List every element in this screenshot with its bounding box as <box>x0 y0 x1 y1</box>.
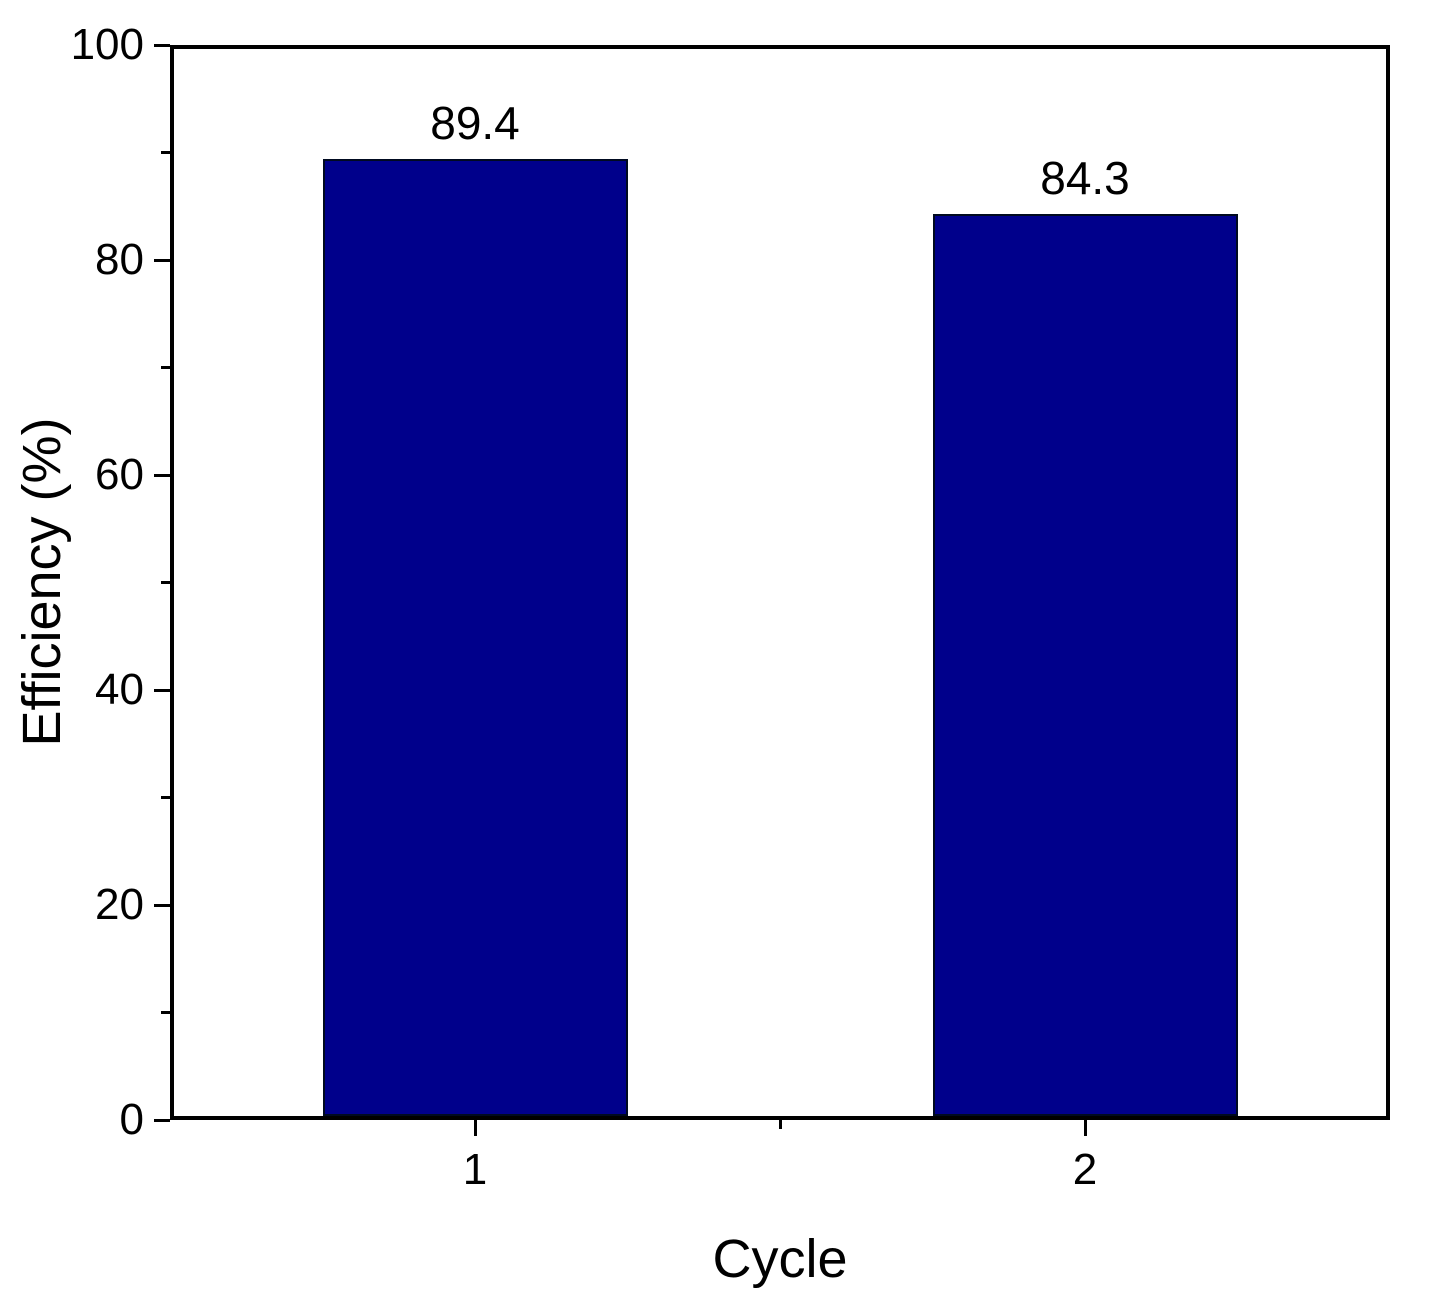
y-tick <box>154 473 170 477</box>
y-tick-label: 80 <box>95 235 144 284</box>
y-minor-tick <box>161 1011 170 1014</box>
y-tick-label: 20 <box>95 880 144 929</box>
y-tick-label: 0 <box>119 1095 144 1144</box>
x-tick-label: 2 <box>1072 1145 1098 1194</box>
y-tick-label: 100 <box>70 20 144 69</box>
y-tick-label: 60 <box>95 450 144 499</box>
y-minor-tick <box>161 581 170 584</box>
y-tick <box>154 1118 170 1122</box>
y-tick <box>154 903 170 907</box>
x-axis-title: Cycle <box>712 1229 848 1289</box>
y-minor-tick <box>161 366 170 369</box>
y-tick <box>154 258 170 262</box>
y-tick <box>154 43 170 47</box>
y-minor-tick <box>161 151 170 154</box>
x-tick <box>473 1120 477 1136</box>
bar <box>932 213 1238 1116</box>
bar-value-label: 84.3 <box>1040 151 1130 204</box>
y-tick-label: 40 <box>95 665 144 714</box>
bar-value-label: 89.4 <box>430 96 520 149</box>
x-tick <box>1083 1120 1087 1136</box>
x-tick-label: 1 <box>462 1145 488 1194</box>
x-minor-tick <box>778 1120 782 1129</box>
bar <box>322 158 628 1116</box>
y-minor-tick <box>161 796 170 799</box>
y-tick <box>154 688 170 692</box>
